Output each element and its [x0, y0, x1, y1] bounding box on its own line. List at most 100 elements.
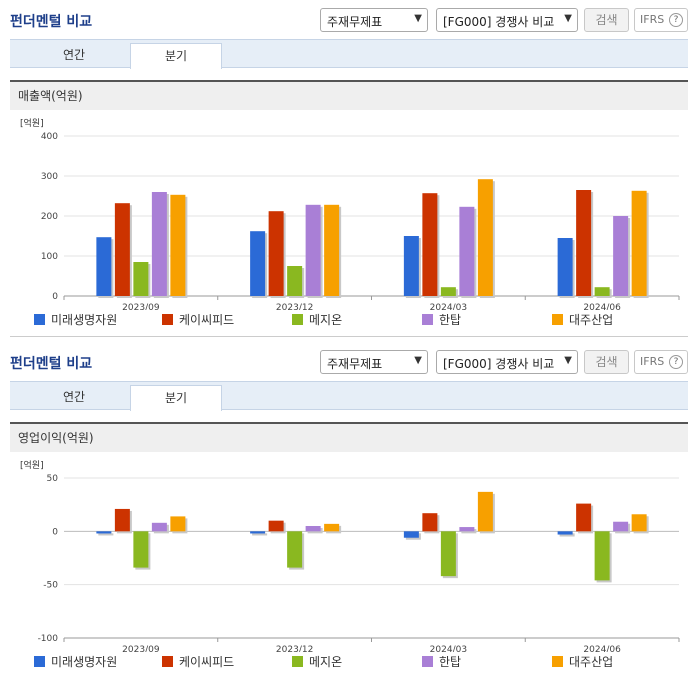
- y-tick-label: 50: [47, 474, 59, 484]
- y-tick-label: 0: [52, 527, 58, 537]
- fundamental-panel-revenue: 펀더멘털 비교 주재무제표 ▼ [FG000] 경쟁사 비교 ▼ 검색 IFRS? …: [0, 0, 696, 337]
- bar: [576, 503, 592, 532]
- chevron-down-icon: ▼: [564, 13, 572, 24]
- search-button[interactable]: 검색: [584, 350, 629, 374]
- compare-select-value: [FG000] 경쟁사 비교: [443, 357, 555, 371]
- legend-item[interactable]: 대주산업: [552, 312, 613, 328]
- legend-swatch: [422, 656, 433, 667]
- bar: [613, 521, 629, 532]
- x-tick-label: 2023/12: [276, 303, 313, 310]
- bar: [477, 491, 493, 532]
- statement-select[interactable]: 주재무제표 ▼: [320, 350, 428, 374]
- x-tick-label: 2024/06: [583, 645, 621, 652]
- ifrs-button[interactable]: IFRS?: [634, 350, 688, 374]
- legend-swatch: [34, 314, 45, 325]
- statement-select[interactable]: 주재무제표 ▼: [320, 8, 428, 32]
- chart-legend: 미래생명자원 케이씨피드 메지온 한탑 대주산업: [0, 654, 696, 674]
- legend-swatch: [422, 314, 433, 325]
- period-tabs: 연간 분기: [10, 39, 688, 69]
- chevron-down-icon: ▼: [414, 13, 422, 24]
- legend-label: 메지온: [309, 655, 343, 669]
- bar: [631, 190, 647, 296]
- tab-quarterly[interactable]: 분기: [130, 43, 222, 69]
- bar-shadow: [252, 533, 268, 536]
- unit-label: [억원]: [20, 117, 44, 129]
- fundamental-panel-operating-profit: 펀더멘털 비교 주재무제표 ▼ [FG000] 경쟁사 비교 ▼ 검색 IFRS? …: [0, 342, 696, 684]
- y-tick-label: 0: [52, 292, 58, 302]
- operating-profit-chart: [억원] -100 -50 0 50 2023/09 2023/12 2024/03 2024/…: [20, 459, 680, 652]
- ifrs-label: IFRS: [640, 355, 665, 368]
- tab-annual[interactable]: 연간: [62, 48, 86, 62]
- x-tick-label: 2023/12: [276, 645, 313, 652]
- bar-shadow: [559, 533, 575, 537]
- bar-shadow: [98, 533, 114, 536]
- panel-header: 펀더멘털 비교 주재무제표 ▼ [FG000] 경쟁사 비교 ▼ 검색 IFRS?: [0, 342, 696, 378]
- chevron-down-icon: ▼: [414, 355, 422, 366]
- section-title-operating-profit: 영업이익(억원): [10, 422, 688, 452]
- legend-item[interactable]: 케이씨피드: [162, 312, 234, 328]
- bar: [576, 190, 592, 296]
- legend-item[interactable]: 케이씨피드: [162, 654, 234, 670]
- bar: [594, 531, 610, 581]
- tab-quarterly[interactable]: 분기: [130, 385, 222, 411]
- x-tick-label: 2024/06: [583, 303, 621, 310]
- panel-title: 펀더멘털 비교: [10, 14, 93, 30]
- legend-label: 대주산업: [569, 313, 614, 327]
- legend-swatch: [552, 656, 563, 667]
- bar: [133, 531, 149, 568]
- bar: [151, 192, 167, 296]
- help-icon: ?: [669, 13, 683, 27]
- panel-header: 펀더멘털 비교 주재무제표 ▼ [FG000] 경쟁사 비교 ▼ 검색 IFRS?: [0, 0, 696, 36]
- bar: [440, 287, 456, 296]
- panel-title: 펀더멘털 비교: [10, 356, 93, 372]
- bar: [114, 203, 130, 296]
- legend-item[interactable]: 한탑: [422, 312, 461, 328]
- legend-label: 미래생명자원: [51, 655, 118, 669]
- section-title-revenue: 매출액(억원): [10, 80, 688, 110]
- legend-item[interactable]: 메지온: [292, 654, 342, 670]
- legend-item[interactable]: 대주산업: [552, 654, 613, 670]
- help-icon: ?: [669, 355, 683, 369]
- bar: [250, 231, 266, 296]
- legend-label: 대주산업: [569, 655, 614, 669]
- bar: [305, 526, 321, 532]
- x-tick-label: 2023/09: [122, 303, 160, 310]
- legend-item[interactable]: 메지온: [292, 312, 342, 328]
- bar: [287, 266, 303, 296]
- bar: [403, 236, 419, 296]
- y-tick-label: -100: [38, 634, 59, 644]
- bar: [459, 206, 475, 296]
- statement-select-value: 주재무제표: [327, 15, 383, 29]
- bar: [305, 204, 321, 296]
- legend-swatch: [292, 314, 303, 325]
- bar: [557, 531, 573, 535]
- bar: [594, 287, 610, 296]
- tab-annual[interactable]: 연간: [62, 390, 86, 404]
- statement-select-value: 주재무제표: [327, 357, 383, 371]
- bar: [324, 523, 340, 532]
- legend-swatch: [292, 656, 303, 667]
- legend-swatch: [162, 314, 173, 325]
- bar: [613, 216, 629, 296]
- legend-item[interactable]: 미래생명자원: [34, 654, 117, 670]
- legend-item[interactable]: 한탑: [422, 654, 461, 670]
- bar: [114, 508, 130, 532]
- period-tabs: 연간 분기: [10, 381, 688, 411]
- bar: [268, 520, 284, 532]
- search-button[interactable]: 검색: [584, 8, 629, 32]
- y-tick-label: 200: [41, 212, 58, 222]
- ifrs-button[interactable]: IFRS?: [634, 8, 688, 32]
- ifrs-label: IFRS: [640, 13, 665, 26]
- x-tick-label: 2024/03: [430, 303, 467, 310]
- compare-select[interactable]: [FG000] 경쟁사 비교 ▼: [436, 350, 578, 374]
- legend-item[interactable]: 미래생명자원: [34, 312, 117, 328]
- bar: [324, 204, 340, 296]
- legend-label: 미래생명자원: [51, 313, 118, 327]
- y-tick-label: 100: [41, 252, 58, 262]
- bar: [96, 531, 112, 534]
- bar: [268, 211, 284, 296]
- bar: [96, 237, 112, 296]
- panel-divider: [10, 336, 688, 337]
- compare-select[interactable]: [FG000] 경쟁사 비교 ▼: [436, 8, 578, 32]
- bar: [631, 514, 647, 532]
